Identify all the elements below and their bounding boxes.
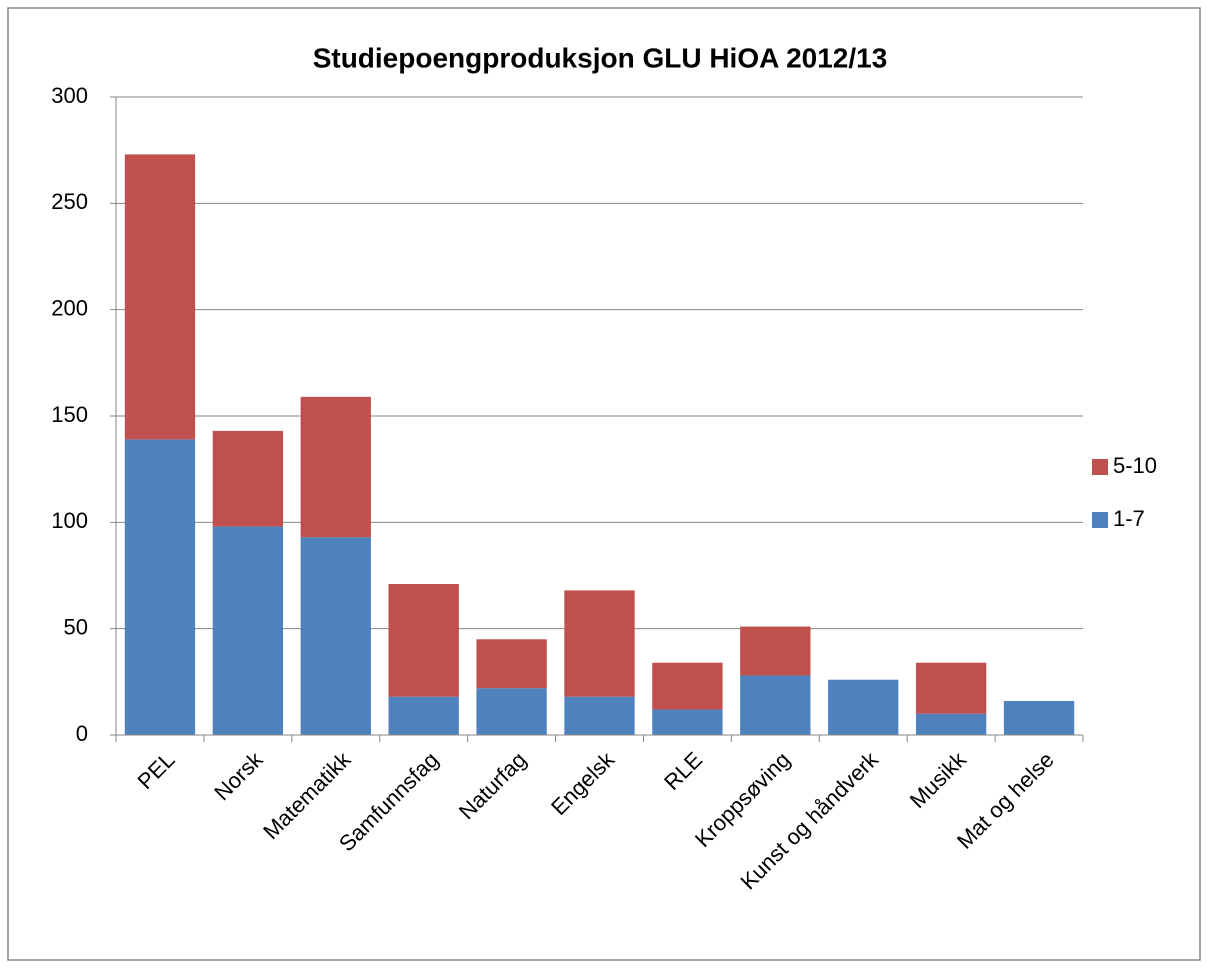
bar (828, 679, 899, 735)
bar (1003, 700, 1075, 735)
bar (740, 626, 811, 676)
y-tick-label: 100 (51, 508, 88, 533)
bar (388, 584, 459, 697)
legend-label: 1-7 (1113, 506, 1145, 531)
bar (915, 713, 987, 735)
bar (124, 154, 196, 440)
bar (212, 430, 284, 527)
bar (388, 696, 459, 735)
bar (476, 639, 547, 689)
y-tick-label: 50 (64, 614, 88, 639)
legend-label: 5-10 (1113, 453, 1157, 478)
y-tick-label: 250 (51, 189, 88, 214)
bar (564, 590, 635, 697)
bar (652, 709, 723, 735)
y-tick-label: 0 (76, 721, 88, 746)
bar (476, 688, 547, 735)
bar (300, 537, 371, 735)
legend-swatch (1092, 512, 1108, 528)
bar (652, 662, 723, 710)
y-tick-label: 300 (51, 83, 88, 108)
bar (212, 526, 284, 735)
bar (564, 696, 635, 735)
y-tick-label: 200 (51, 295, 88, 320)
bar (915, 662, 987, 714)
bar (300, 396, 371, 538)
chart-frame (7, 7, 1201, 961)
legend-swatch (1092, 459, 1108, 475)
bar (124, 439, 196, 735)
chart-title: Studiepoengproduksjon GLU HiOA 2012/13 (313, 42, 888, 73)
bar (740, 675, 811, 735)
y-tick-label: 150 (51, 402, 88, 427)
